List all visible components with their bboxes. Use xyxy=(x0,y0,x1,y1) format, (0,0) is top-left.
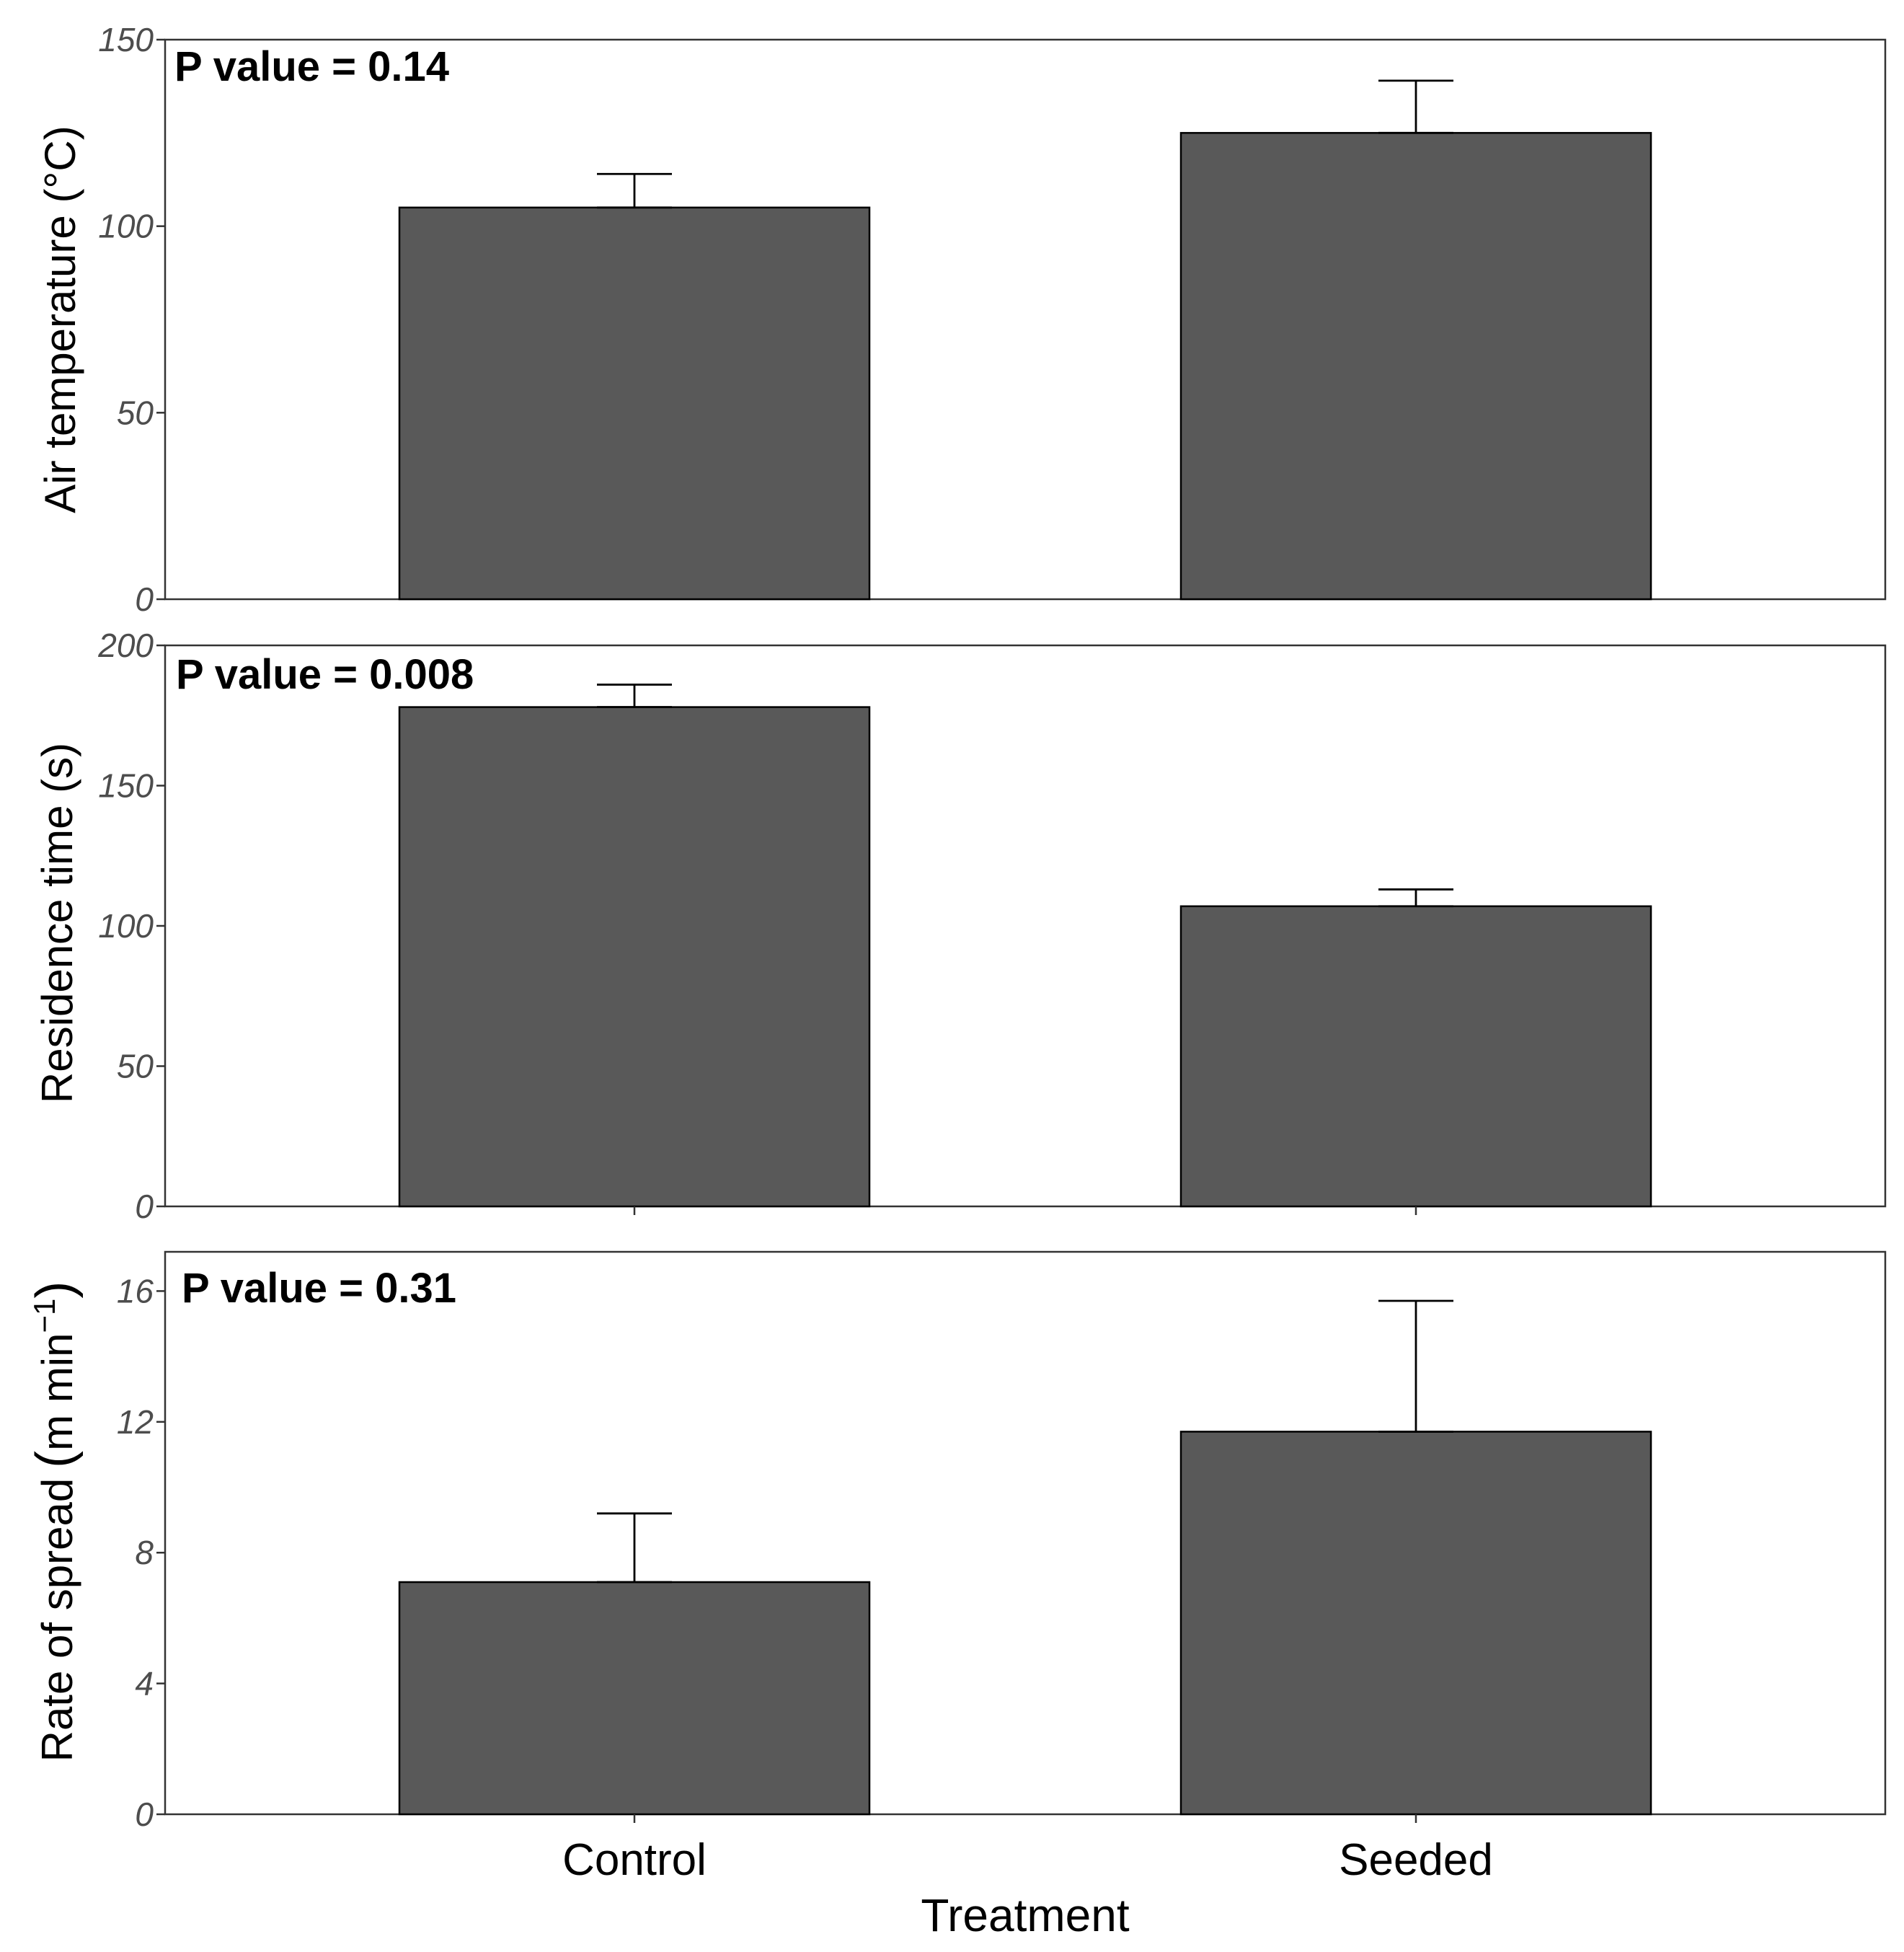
bars xyxy=(398,79,1652,601)
bar-seeded xyxy=(1179,905,1652,1208)
bar-seeded xyxy=(1179,132,1652,601)
y-axis-label: Air temperature (°C) xyxy=(36,125,84,513)
panel-rate-of-spread: 0 4 8 12 16 P value = 0.31 Rate of spread (m … xyxy=(26,1250,1887,1833)
bar-seeded xyxy=(1179,1431,1652,1816)
p-value-annotation: P value = 0.008 xyxy=(176,651,474,698)
y-axis-label-text: Rate of spread xyxy=(33,1478,81,1762)
y-tick-label: 16 xyxy=(117,1272,154,1310)
y-ticks: 0 50 100 150 200 xyxy=(97,627,165,1225)
y-tick-label: 12 xyxy=(117,1403,154,1441)
x-tick-label-seeded: Seeded xyxy=(1339,1835,1493,1885)
p-value-annotation: P value = 0.31 xyxy=(182,1265,456,1312)
y-tick-label: 100 xyxy=(98,208,154,245)
y-axis-label-unit-exponent: −1 xyxy=(27,1299,61,1333)
y-tick-label: 150 xyxy=(98,21,154,58)
p-value-annotation: P value = 0.14 xyxy=(174,43,449,90)
panel-frame xyxy=(164,1250,1887,1816)
x-axis-title: Treatment xyxy=(921,1889,1130,1941)
x-ticks xyxy=(633,1206,1417,1823)
y-axis-label: Residence time (s) xyxy=(33,743,81,1103)
bar-control xyxy=(398,206,871,601)
y-axis-label-unit-close: ) xyxy=(26,1281,84,1299)
y-axis-label: Rate of spread (m min−1) xyxy=(26,1281,84,1762)
panel-residence-time: 0 50 100 150 200 P value = 0.008 Residence t… xyxy=(33,627,1887,1225)
x-axis: Control Seeded Treatment xyxy=(562,1206,1493,1941)
y-tick-label: 0 xyxy=(135,580,154,618)
panel-air-temperature: 0 50 100 150 P value = 0.14 Air temperature… xyxy=(36,21,1887,618)
y-tick-label: 100 xyxy=(98,907,154,945)
bars xyxy=(398,1299,1652,1816)
y-ticks: 0 50 100 150 xyxy=(98,21,165,618)
y-tick-label: 200 xyxy=(97,627,154,664)
bar-control xyxy=(398,1581,871,1816)
y-tick-label: 4 xyxy=(135,1665,154,1703)
y-axis-label-unit: m min xyxy=(33,1333,81,1450)
y-tick-label: 50 xyxy=(117,1048,154,1085)
bars xyxy=(398,684,1652,1208)
x-tick-label-control: Control xyxy=(562,1835,707,1885)
y-tick-label: 50 xyxy=(117,394,154,431)
y-tick-label: 8 xyxy=(135,1534,154,1571)
y-tick-label: 0 xyxy=(135,1796,154,1833)
panel-frame xyxy=(164,38,1887,601)
y-axis-label-unit-open: ( xyxy=(26,1451,84,1468)
bar-control xyxy=(398,706,871,1208)
y-ticks: 0 4 8 12 16 xyxy=(117,1272,165,1833)
y-tick-label: 0 xyxy=(135,1188,154,1225)
y-tick-label: 150 xyxy=(98,767,154,805)
